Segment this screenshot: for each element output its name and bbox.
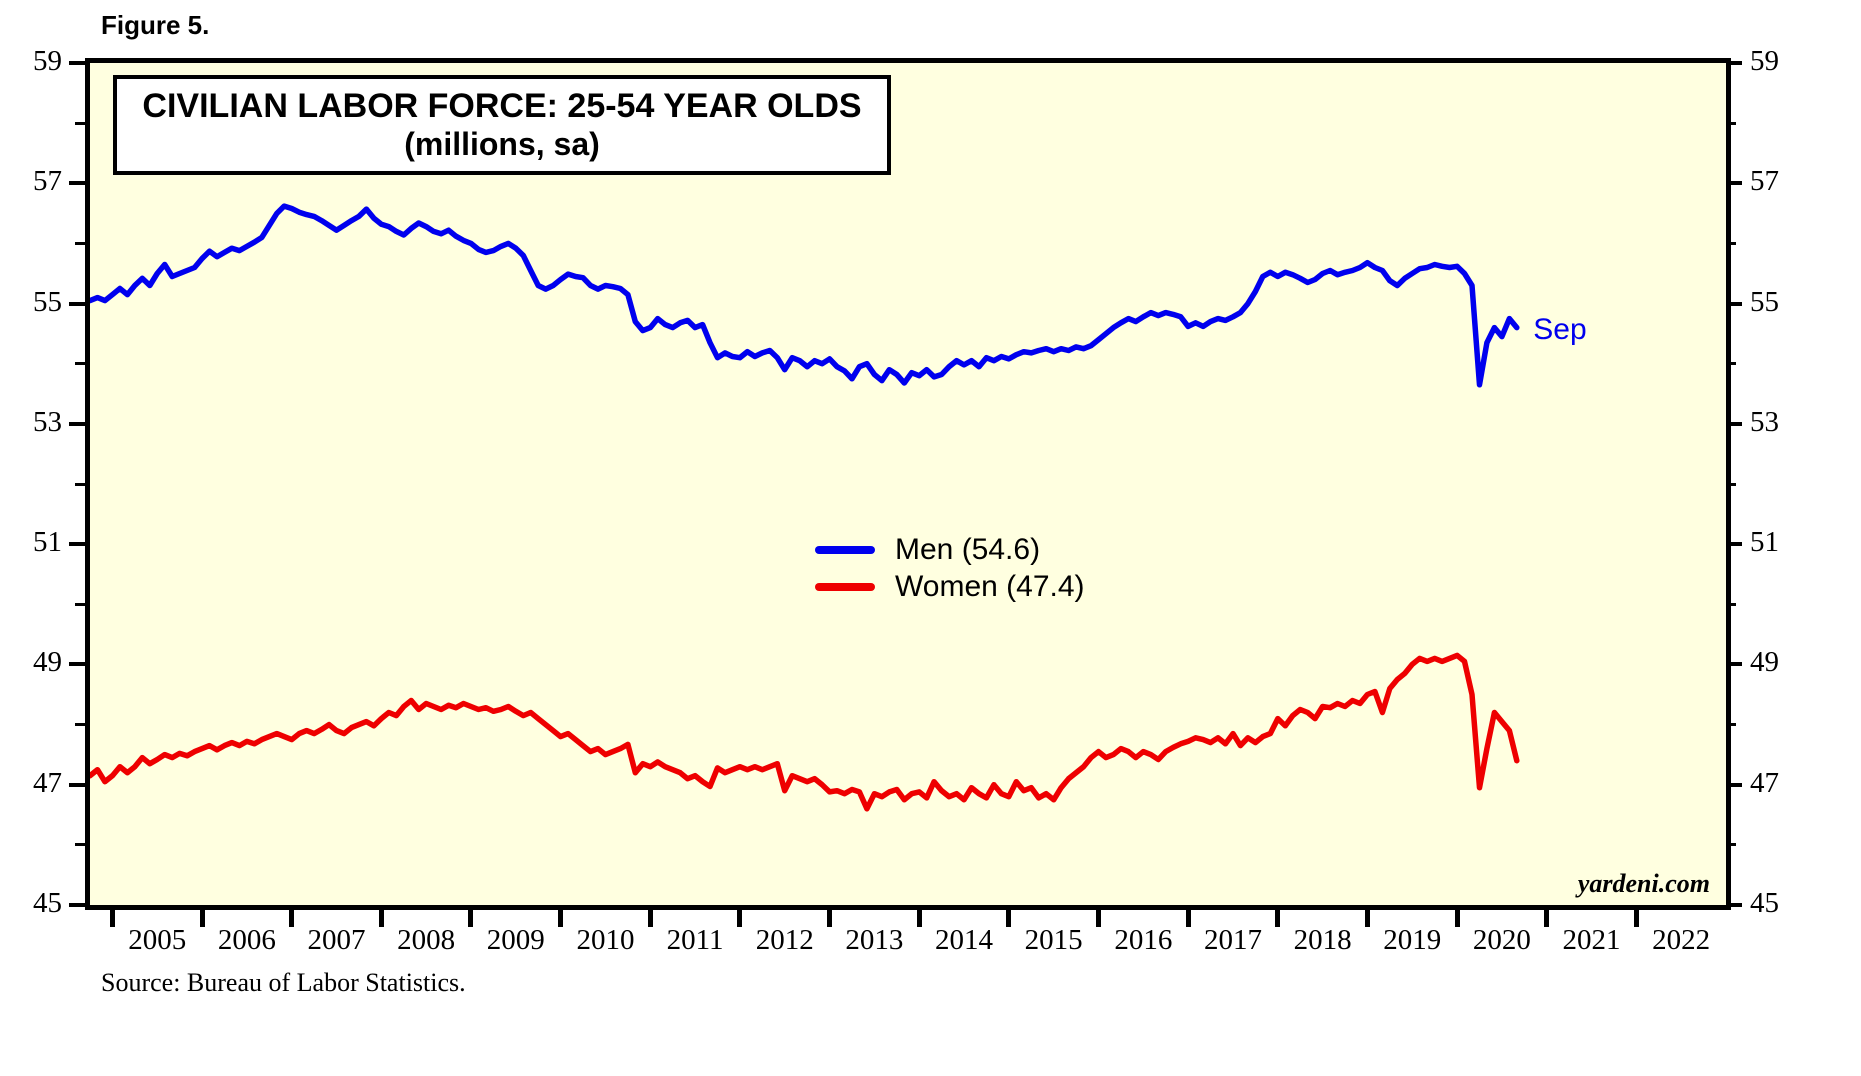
x-axis-label: 2020: [1472, 924, 1531, 956]
y-axis-label-left: 59: [33, 45, 62, 77]
y-axis-label-right: 47: [1750, 766, 1779, 799]
y-tick-major-left: [69, 301, 85, 306]
y-tick-major-left: [69, 903, 85, 907]
y-tick-minor-left: [75, 482, 85, 486]
x-tick: [1185, 910, 1191, 927]
x-axis-label: 2017: [1203, 924, 1262, 956]
x-axis-label: 2014: [935, 924, 994, 956]
men-line-swatch: [815, 545, 875, 554]
x-axis-label: 2005: [128, 924, 187, 956]
y-tick-minor-left: [75, 241, 85, 245]
legend-item-men: Men (54.6): [815, 531, 1085, 568]
y-tick-major-left: [69, 542, 85, 547]
y-tick-major-left: [69, 61, 85, 65]
x-axis-label: 2010: [576, 924, 635, 956]
x-tick: [1633, 910, 1639, 927]
y-axis-label-left: 53: [33, 405, 62, 438]
x-tick: [109, 910, 115, 927]
x-tick: [1006, 910, 1012, 927]
x-axis-label: 2013: [845, 924, 904, 956]
y-tick-major-left: [69, 421, 85, 426]
y-tick-minor-left: [75, 121, 85, 125]
men-line: [90, 203, 1520, 388]
x-tick: [737, 910, 743, 927]
x-tick: [289, 910, 295, 927]
x-tick: [647, 910, 653, 927]
y-tick-minor-left: [75, 362, 85, 366]
x-tick: [199, 910, 205, 927]
x-axis-label: 2022: [1652, 924, 1711, 956]
y-axis-label-right: 51: [1750, 526, 1779, 559]
x-tick: [1454, 910, 1460, 927]
sep-annotation: Sep: [1533, 313, 1587, 347]
x-tick: [1275, 910, 1281, 927]
x-axis-label: 2015: [1024, 924, 1083, 956]
y-axis-label-left: 55: [33, 285, 62, 318]
figure-label: Figure 5.: [101, 10, 210, 40]
legend-item-women: Women (47.4): [815, 568, 1085, 605]
x-axis-label: 2012: [755, 924, 814, 956]
y-axis-label-right: 59: [1750, 45, 1779, 77]
chart-title: CIVILIAN LABOR FORCE: 25-54 YEAR OLDS: [142, 87, 862, 125]
x-tick: [827, 910, 833, 927]
x-axis-label: 2018: [1293, 924, 1352, 956]
y-axis-label-left: 45: [33, 887, 62, 919]
y-tick-minor-left: [75, 843, 85, 847]
x-axis-label: 2019: [1383, 924, 1442, 956]
x-tick: [558, 910, 564, 927]
x-tick: [468, 910, 474, 927]
x-axis-label: 2009: [486, 924, 545, 956]
plot-area: CIVILIAN LABOR FORCE: 25-54 YEAR OLDS (m…: [85, 58, 1731, 910]
y-axis-label-right: 53: [1750, 405, 1779, 438]
chart-title-box: CIVILIAN LABOR FORCE: 25-54 YEAR OLDS (m…: [113, 75, 891, 175]
y-tick-minor-left: [75, 723, 85, 727]
chart-subtitle: (millions, sa): [404, 126, 600, 162]
y-axis-label-left: 51: [33, 526, 62, 559]
y-tick-major-left: [69, 181, 85, 186]
x-axis-label: 2021: [1562, 924, 1621, 956]
y-axis-label-right: 57: [1750, 165, 1779, 198]
y-tick-major-left: [69, 782, 85, 787]
watermark: yardeni.com: [1577, 869, 1710, 898]
x-axis-label: 2011: [666, 924, 724, 956]
legend-label-men: Men (54.6): [895, 532, 1041, 566]
y-axis-label-right: 49: [1750, 646, 1779, 679]
y-axis-label-left: 49: [33, 646, 62, 679]
y-axis-label-left: 57: [33, 165, 62, 198]
y-tick-minor-left: [75, 602, 85, 606]
chart-canvas: [90, 203, 1520, 812]
x-tick: [1364, 910, 1370, 927]
x-axis-label: 2007: [307, 924, 366, 956]
x-tick: [1095, 910, 1101, 927]
legend: Men (54.6) Women (47.4): [815, 531, 1085, 605]
x-axis-label: 2008: [397, 924, 456, 956]
y-axis-label-left: 47: [33, 766, 62, 799]
women-line: [90, 652, 1520, 812]
women-line-swatch: [815, 582, 875, 591]
x-axis-label: 2006: [217, 924, 276, 956]
x-tick: [378, 910, 384, 927]
x-tick: [1544, 910, 1550, 927]
y-axis-label-right: 55: [1750, 285, 1779, 318]
y-axis-label-right: 45: [1750, 887, 1779, 919]
legend-label-women: Women (47.4): [895, 569, 1085, 603]
source-note: Source: Bureau of Labor Statistics.: [101, 968, 466, 997]
y-tick-major-left: [69, 662, 85, 667]
x-axis-label: 2016: [1114, 924, 1173, 956]
x-tick: [916, 910, 922, 927]
